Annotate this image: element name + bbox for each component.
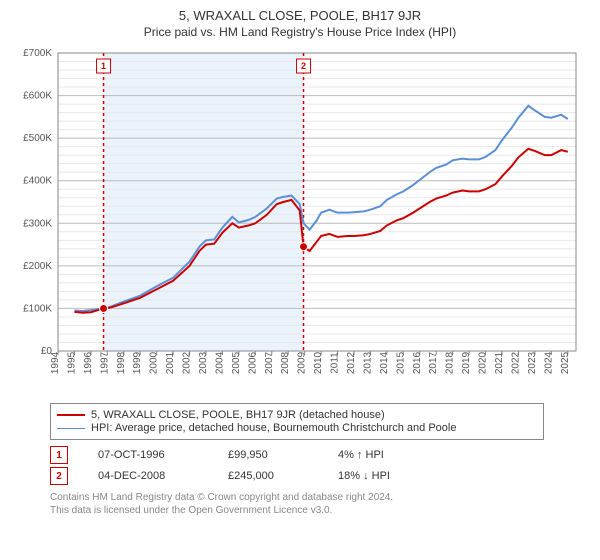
chart-title: 5, WRAXALL CLOSE, POOLE, BH17 9JR xyxy=(10,8,590,23)
legend-row: HPI: Average price, detached house, Bour… xyxy=(57,422,537,434)
svg-text:2007: 2007 xyxy=(264,351,275,374)
svg-text:2019: 2019 xyxy=(461,351,472,374)
transaction-delta: 4% ↑ HPI xyxy=(338,449,428,461)
chart-subtitle: Price paid vs. HM Land Registry's House … xyxy=(10,25,590,39)
svg-text:2009: 2009 xyxy=(297,351,308,374)
svg-text:2000: 2000 xyxy=(149,351,160,374)
svg-text:2004: 2004 xyxy=(214,351,225,374)
svg-text:2002: 2002 xyxy=(182,351,193,374)
svg-text:£500K: £500K xyxy=(23,133,52,144)
svg-text:2025: 2025 xyxy=(560,351,571,374)
svg-text:1997: 1997 xyxy=(99,351,110,374)
svg-text:2013: 2013 xyxy=(362,351,373,374)
legend-swatch xyxy=(57,428,85,429)
transaction-marker: 1 xyxy=(50,446,68,464)
svg-text:2018: 2018 xyxy=(445,351,456,374)
svg-text:2016: 2016 xyxy=(412,351,423,374)
svg-text:2017: 2017 xyxy=(428,351,439,374)
svg-text:£400K: £400K xyxy=(23,176,52,187)
legend: 5, WRAXALL CLOSE, POOLE, BH17 9JR (detac… xyxy=(50,403,544,440)
price-chart: £0£100K£200K£300K£400K£500K£600K£700K199… xyxy=(10,45,590,395)
svg-text:£200K: £200K xyxy=(23,261,52,272)
attribution-line: This data is licensed under the Open Gov… xyxy=(50,504,590,517)
chart-svg: £0£100K£200K£300K£400K£500K£600K£700K199… xyxy=(10,45,590,395)
transaction-price: £245,000 xyxy=(228,470,308,482)
svg-text:2022: 2022 xyxy=(510,351,521,374)
transaction-row: 1 07-OCT-1996 £99,950 4% ↑ HPI xyxy=(50,446,590,464)
svg-text:2001: 2001 xyxy=(165,351,176,374)
svg-text:2021: 2021 xyxy=(494,351,505,374)
attribution-line: Contains HM Land Registry data © Crown c… xyxy=(50,491,590,504)
svg-text:£300K: £300K xyxy=(23,218,52,229)
svg-text:£100K: £100K xyxy=(23,303,52,314)
legend-row: 5, WRAXALL CLOSE, POOLE, BH17 9JR (detac… xyxy=(57,409,537,421)
transaction-marker: 2 xyxy=(50,467,68,485)
svg-text:£700K: £700K xyxy=(23,48,52,59)
transaction-date: 07-OCT-1996 xyxy=(98,449,198,461)
svg-text:2014: 2014 xyxy=(379,351,390,374)
svg-text:2011: 2011 xyxy=(330,352,341,374)
transactions-table: 1 07-OCT-1996 £99,950 4% ↑ HPI 2 04-DEC-2008 £… xyxy=(50,446,590,485)
svg-text:2006: 2006 xyxy=(247,351,258,374)
svg-text:2020: 2020 xyxy=(478,351,489,374)
svg-text:2010: 2010 xyxy=(313,351,324,374)
svg-text:2003: 2003 xyxy=(198,351,209,374)
legend-label: 5, WRAXALL CLOSE, POOLE, BH17 9JR (detac… xyxy=(91,409,385,421)
svg-text:2005: 2005 xyxy=(231,351,242,374)
svg-text:1999: 1999 xyxy=(132,351,143,374)
svg-text:1995: 1995 xyxy=(66,351,77,374)
svg-text:2023: 2023 xyxy=(527,351,538,374)
svg-text:2008: 2008 xyxy=(280,351,291,374)
transaction-price: £99,950 xyxy=(228,449,308,461)
svg-text:2024: 2024 xyxy=(543,351,554,374)
legend-label: HPI: Average price, detached house, Bour… xyxy=(91,422,456,434)
svg-text:2012: 2012 xyxy=(346,351,357,374)
svg-text:2: 2 xyxy=(301,61,306,71)
svg-text:1996: 1996 xyxy=(83,351,94,374)
attribution: Contains HM Land Registry data © Crown c… xyxy=(50,491,590,517)
svg-text:£600K: £600K xyxy=(23,91,52,102)
svg-text:1: 1 xyxy=(101,61,106,71)
svg-text:1998: 1998 xyxy=(116,351,127,374)
legend-swatch xyxy=(57,414,85,416)
svg-text:2015: 2015 xyxy=(395,351,406,374)
transaction-delta: 18% ↓ HPI xyxy=(338,470,428,482)
svg-text:1994: 1994 xyxy=(50,351,61,374)
transaction-row: 2 04-DEC-2008 £245,000 18% ↓ HPI xyxy=(50,467,590,485)
transaction-date: 04-DEC-2008 xyxy=(98,470,198,482)
